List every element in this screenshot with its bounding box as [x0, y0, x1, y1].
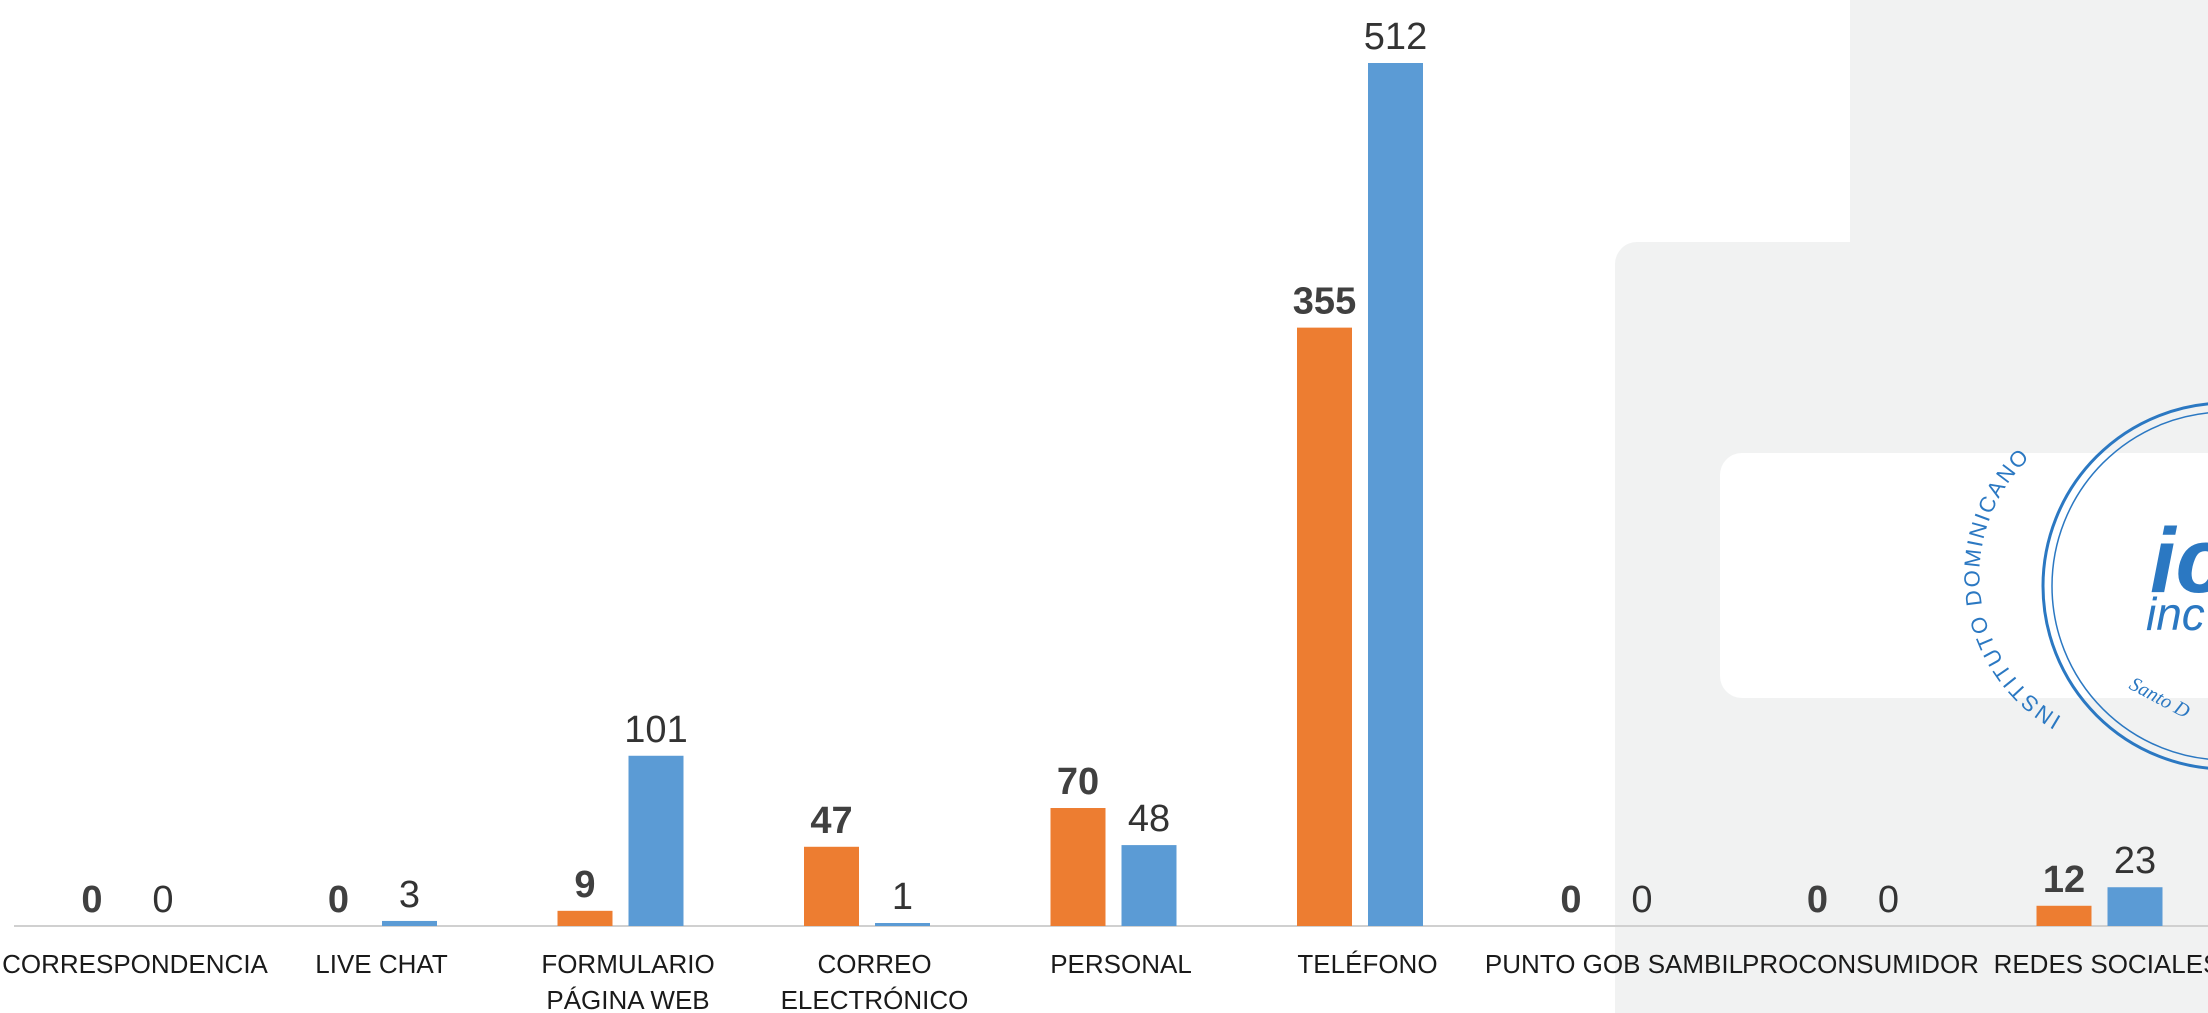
bar-series2-1 [382, 920, 437, 926]
category-label-4: PERSONAL [1050, 949, 1192, 979]
value-label-series2-7: 0 [1878, 879, 1899, 921]
category-label-6: PUNTO GOB SAMBIL [1485, 949, 1743, 979]
value-label-series2-4: 48 [1128, 798, 1170, 840]
bar-series2-3 [875, 923, 930, 926]
seal-logo-sub: inc [2146, 588, 2205, 640]
value-label-series1-5: 355 [1293, 281, 1356, 323]
bar-series1-3 [804, 846, 859, 926]
category-labels: CORRESPONDENCIA LIVE CHAT FORMULARIO PÁGINA… [2, 949, 2208, 1013]
bar-series2-4 [1121, 845, 1177, 926]
bars [382, 63, 2163, 926]
value-label-series1-2: 9 [574, 864, 595, 906]
value-label-series2-5: 512 [1364, 16, 1427, 58]
category-label-3: CORREO ELECTRÓNICO [781, 949, 969, 1013]
bar-series1-4 [1050, 808, 1106, 926]
value-labels: 0 0 9 47 70 355 0 0 12 0 3 101 1 48 512 0 0 23 [81, 16, 2156, 921]
value-label-series2-0: 0 [152, 879, 173, 921]
bar-series1-8 [2036, 905, 2092, 926]
value-label-series2-1: 3 [399, 874, 420, 916]
value-label-series2-2: 101 [624, 709, 687, 751]
bar-series2-5 [1368, 63, 1423, 926]
value-label-series1-7: 0 [1807, 879, 1828, 921]
category-label-5: TELÉFONO [1297, 949, 1437, 979]
value-label-series1-4: 70 [1057, 761, 1099, 803]
category-label-1: LIVE CHAT [315, 949, 448, 979]
category-label-0: CORRESPONDENCIA [2, 949, 268, 979]
bar-series2-8 [2107, 887, 2163, 926]
category-label-7: PROCONSUMIDOR [1742, 949, 1979, 979]
value-label-series1-6: 0 [1560, 879, 1581, 921]
bar-series1-2 [557, 910, 613, 926]
bar-series1-5 [1297, 327, 1352, 926]
value-label-series1-3: 47 [810, 800, 852, 842]
bar-series2-2 [628, 755, 684, 926]
category-label-2: FORMULARIO PÁGINA WEB [541, 949, 714, 1013]
seal-logo: ic [2150, 510, 2208, 612]
institution-seal: INSTITUTO DOMINICANO icinc Santo D [1959, 402, 2208, 770]
seal-outer-ring [2041, 402, 2208, 770]
seal-inner-ring [2051, 412, 2208, 760]
background-panel-top [1850, 0, 2208, 245]
value-label-series2-6: 0 [1631, 879, 1652, 921]
seal-arc-text: INSTITUTO DOMINICANO [1959, 443, 2064, 735]
value-label-series1-0: 0 [81, 879, 102, 921]
value-label-series2-8: 23 [2114, 840, 2156, 882]
value-label-series1-8: 12 [2043, 859, 2085, 901]
seal-place-text: Santo D [2126, 673, 2194, 723]
background-card [1720, 453, 2208, 698]
category-label-8: REDES SOCIALES [1994, 949, 2208, 979]
value-label-series1-1: 0 [328, 879, 349, 921]
value-label-series2-3: 1 [892, 876, 913, 918]
